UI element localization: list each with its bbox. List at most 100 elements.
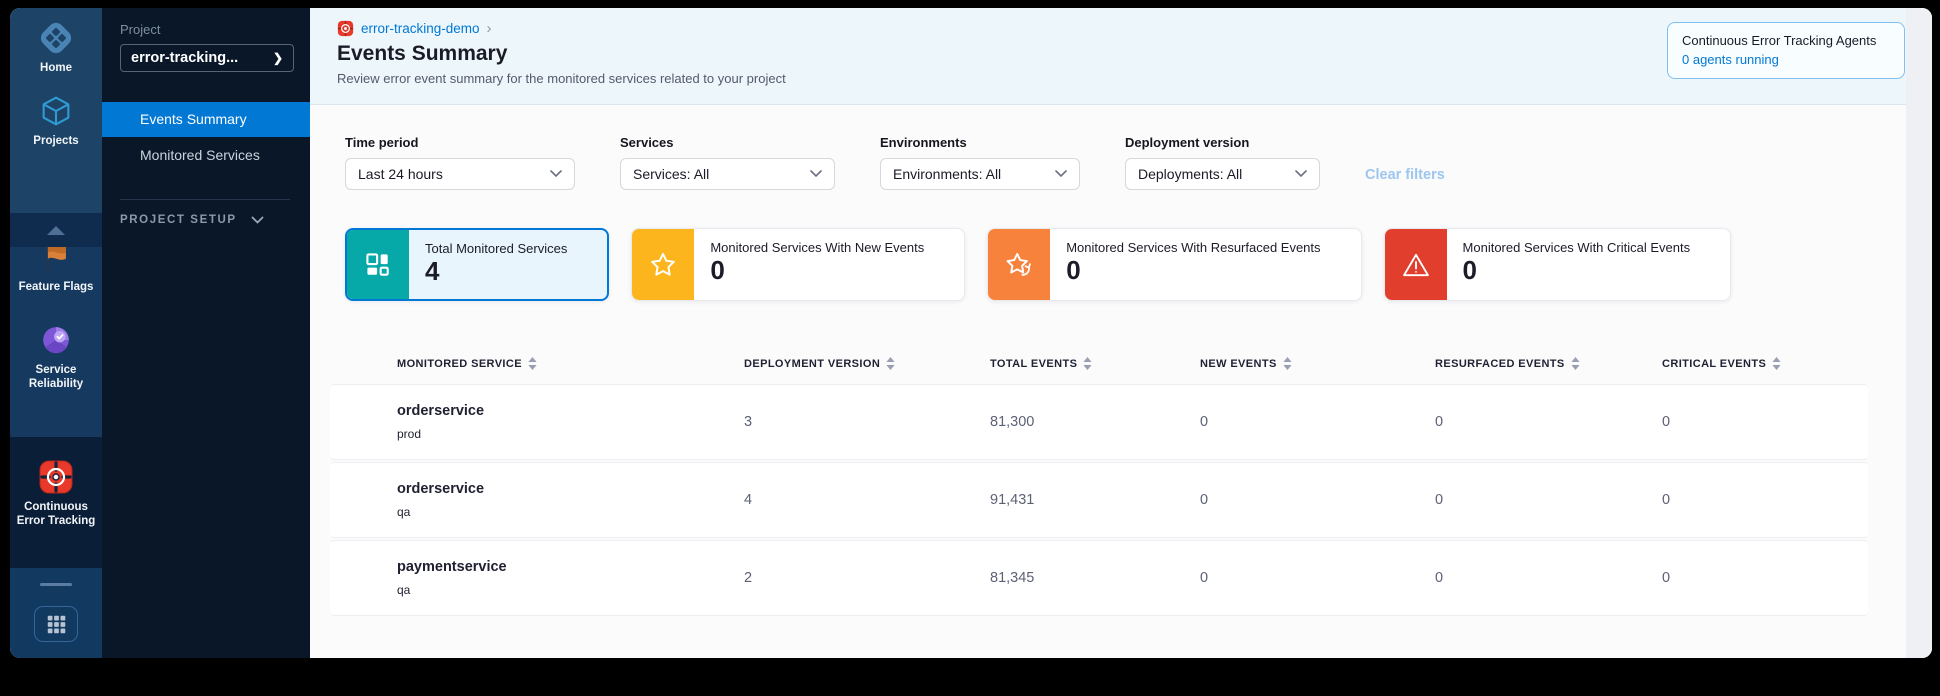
- module-item-projects[interactable]: Projects: [10, 91, 102, 148]
- deployment-version-cell: 2: [744, 570, 753, 586]
- table-column-header[interactable]: Total Events: [990, 357, 1200, 370]
- service-reliability-icon: [36, 320, 76, 360]
- harness-home-icon: [36, 18, 76, 58]
- table-column-header[interactable]: Critical Events: [1662, 357, 1868, 370]
- filter-label: Time period: [345, 135, 419, 150]
- agents-running-link[interactable]: 0 agents running: [1682, 52, 1779, 67]
- app-window: Home Projects: [10, 8, 1932, 658]
- filter-group: Services Services: All: [620, 135, 835, 190]
- scrollbar-gutter[interactable]: [1906, 8, 1932, 658]
- module-nav: Home Projects: [10, 8, 102, 658]
- filter-label: Services: [620, 135, 674, 150]
- chevron-right-icon: ›: [486, 19, 492, 37]
- filter-dropdown-value: Services: All: [633, 166, 710, 182]
- sidebar-item-monitored-services[interactable]: Monitored Services: [140, 147, 260, 163]
- summary-card-icon-block: [347, 230, 409, 299]
- sort-icon[interactable]: [886, 357, 895, 370]
- clear-filters-button[interactable]: Clear filters: [1365, 167, 1445, 183]
- summary-card-value: 4: [425, 256, 440, 286]
- project-selector[interactable]: error-tracking... ❯: [120, 44, 294, 72]
- summary-card-title: Total Monitored Services: [425, 241, 568, 256]
- sidebar-item-events-summary[interactable]: Events Summary: [102, 102, 310, 137]
- table-column-header[interactable]: New Events: [1200, 357, 1435, 370]
- star-icon: [648, 250, 678, 280]
- project-setup-toggle[interactable]: PROJECT SETUP: [120, 214, 310, 226]
- table-row[interactable]: paymentservice qa 2 81,345 0 0 0: [330, 540, 1868, 616]
- resurfaced-events-cell: 0: [1435, 414, 1444, 430]
- filter-dropdown-value: Last 24 hours: [358, 166, 443, 182]
- projects-cube-icon: [36, 91, 76, 131]
- breadcrumb-project-link[interactable]: error-tracking-demo: [361, 21, 480, 36]
- error-tracking-crumb-icon: [337, 20, 354, 37]
- critical-events-cell: 0: [1662, 492, 1671, 508]
- service-cell: paymentservice qa: [397, 559, 744, 597]
- summary-card[interactable]: Monitored Services With Critical Events …: [1383, 228, 1732, 301]
- page-subtitle: Review error event summary for the monit…: [337, 71, 786, 86]
- table-row[interactable]: orderservice prod 3 81,300 0 0 0: [330, 384, 1868, 460]
- filter-dropdown-value: Deployments: All: [1138, 166, 1243, 182]
- critical-events-cell: 0: [1662, 570, 1671, 586]
- sort-icon[interactable]: [1083, 357, 1092, 370]
- new-events-cell: 0: [1200, 570, 1209, 586]
- filter-dropdown[interactable]: Last 24 hours: [345, 158, 575, 190]
- filter-dropdown[interactable]: Deployments: All: [1125, 158, 1320, 190]
- module-item-label: Home: [40, 62, 72, 74]
- module-item-error-tracking[interactable]: Continuous Error Tracking: [10, 457, 102, 528]
- star-resurfaced-icon: [1004, 250, 1034, 280]
- sidebar-divider: [120, 199, 290, 200]
- agents-status-box[interactable]: Continuous Error Tracking Agents 0 agent…: [1667, 22, 1905, 79]
- scroll-up-indicator[interactable]: [10, 213, 102, 247]
- summary-card-title: Monitored Services With Resurfaced Event…: [1066, 240, 1321, 255]
- new-events-cell: 0: [1200, 492, 1209, 508]
- module-item-service-reliability[interactable]: Service Reliability: [10, 320, 102, 391]
- table-column-header[interactable]: Resurfaced Events: [1435, 357, 1662, 370]
- chevron-down-icon: [1295, 170, 1307, 178]
- project-selector-value: error-tracking...: [131, 50, 239, 66]
- summary-cards: Total Monitored Services 4 Monitored Ser…: [345, 228, 1932, 301]
- filter-group: Environments Environments: All: [880, 135, 1080, 190]
- filter-dropdown[interactable]: Environments: All: [880, 158, 1080, 190]
- chevron-up-icon: [47, 225, 65, 235]
- filter-group: Time period Last 24 hours: [345, 135, 575, 190]
- grid-nine-icon: [46, 614, 67, 635]
- summary-card-body: Monitored Services With New Events 0: [694, 229, 964, 300]
- summary-card[interactable]: Monitored Services With New Events 0: [631, 228, 966, 301]
- sort-icon[interactable]: [1283, 357, 1292, 370]
- grid-icon: [363, 250, 393, 280]
- all-modules-button[interactable]: [34, 606, 78, 642]
- sort-icon[interactable]: [1571, 357, 1580, 370]
- page-header: error-tracking-demo › Events Summary Rev…: [310, 8, 1932, 105]
- scroll-down-indicator[interactable]: [10, 568, 102, 600]
- summary-card-icon-block: [632, 229, 695, 300]
- table-column-label: Monitored Service: [397, 357, 522, 370]
- filters-row: Time period Last 24 hours Services Servi…: [345, 135, 1932, 190]
- module-item-label: Projects: [33, 135, 79, 147]
- summary-card[interactable]: Total Monitored Services 4: [345, 228, 610, 301]
- module-item-home[interactable]: Home: [10, 18, 102, 75]
- sort-icon[interactable]: [1772, 357, 1781, 370]
- total-events-cell: 81,345: [990, 570, 1035, 586]
- service-environment: qa: [397, 505, 411, 519]
- main-content: error-tracking-demo › Events Summary Rev…: [310, 8, 1932, 658]
- sort-icon[interactable]: [528, 357, 537, 370]
- filter-group: Deployment version Deployments: All: [1125, 135, 1320, 190]
- module-item-feature-flags[interactable]: Feature Flags: [10, 237, 102, 294]
- table-column-header[interactable]: Monitored Service: [397, 357, 744, 370]
- project-setup-label: PROJECT SETUP: [120, 214, 237, 226]
- chevron-down-icon: [810, 170, 822, 178]
- service-environment: qa: [397, 583, 411, 597]
- service-cell: orderservice prod: [397, 403, 744, 441]
- deployment-version-cell: 3: [744, 414, 753, 430]
- table-row[interactable]: orderservice qa 4 91,431 0 0 0: [330, 462, 1868, 538]
- summary-card[interactable]: Monitored Services With Resurfaced Event…: [987, 228, 1362, 301]
- summary-card-value: 0: [1066, 255, 1081, 285]
- warning-triangle-icon: [1401, 250, 1431, 280]
- filter-label: Deployment version: [1125, 135, 1250, 150]
- summary-card-title: Monitored Services With New Events: [710, 240, 925, 255]
- module-item-label: Service Reliability: [28, 364, 84, 390]
- summary-card-body: Monitored Services With Resurfaced Event…: [1050, 229, 1360, 300]
- table-column-header[interactable]: Deployment Version: [744, 357, 990, 370]
- filter-dropdown[interactable]: Services: All: [620, 158, 835, 190]
- project-sidebar: Project error-tracking... ❯ Events Summa…: [102, 8, 310, 658]
